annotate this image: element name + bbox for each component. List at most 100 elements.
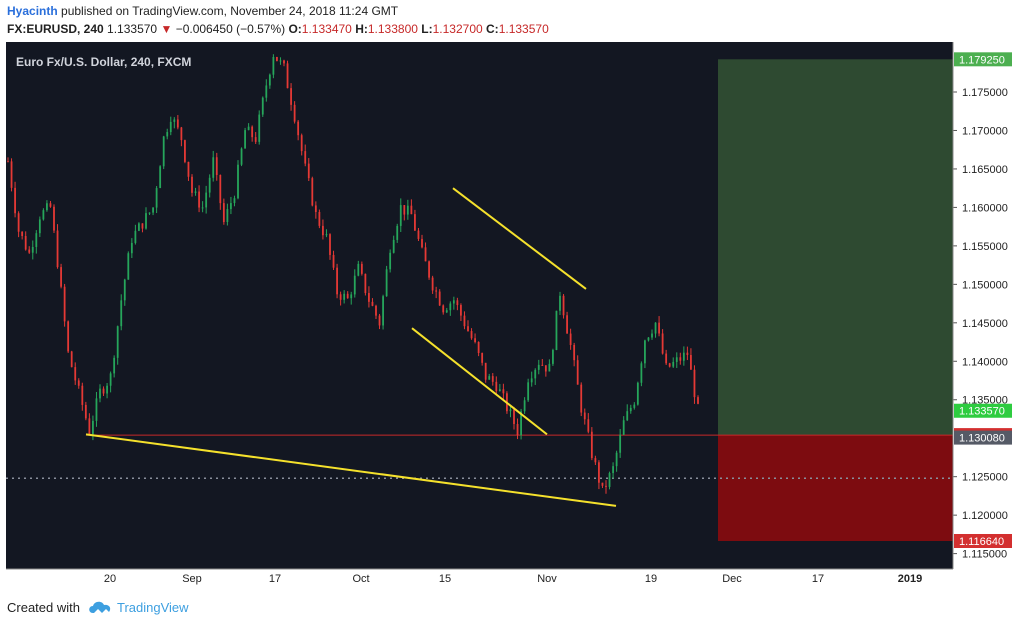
- candle-body: [682, 352, 685, 361]
- publish-line: Hyacinth published on TradingView.com, N…: [7, 4, 398, 18]
- candle-body: [350, 294, 353, 299]
- candle-body: [148, 212, 151, 214]
- time-axis-background: [6, 569, 1014, 596]
- candle-body: [123, 279, 126, 301]
- tradingview-cloud-icon: [89, 601, 111, 613]
- candle-body: [527, 382, 530, 401]
- candle-body: [392, 239, 395, 253]
- candle-body: [357, 263, 360, 276]
- candle-body: [145, 213, 147, 229]
- candle-body: [237, 164, 239, 199]
- candle-body: [318, 212, 321, 226]
- ohlc-line: FX:EURUSD, 240 1.133570 ▼ −0.006450 (−0.…: [7, 22, 549, 36]
- x-tick-label: 20: [104, 573, 116, 585]
- candles-group: [7, 54, 699, 494]
- candle-body: [555, 310, 558, 350]
- open-value: 1.133470: [301, 22, 352, 36]
- candle-body: [530, 378, 533, 383]
- candle-body: [371, 301, 374, 306]
- candle-body: [679, 357, 682, 361]
- candle-body: [187, 161, 190, 177]
- y-tick-label: 1.160000: [962, 202, 1008, 214]
- candle-body: [219, 174, 222, 204]
- created-with-text: Created with: [7, 600, 80, 615]
- candle-body: [329, 234, 331, 255]
- candle-body: [244, 130, 246, 149]
- candle-body: [261, 97, 264, 115]
- author-link[interactable]: Hyacinth: [7, 4, 58, 18]
- candle-body: [690, 355, 692, 370]
- candle-body: [120, 300, 123, 327]
- x-tick-label: 2019: [898, 573, 922, 585]
- candle-body: [290, 88, 292, 105]
- candle-body: [449, 303, 452, 311]
- candle-body: [233, 198, 236, 204]
- chart-header: Hyacinth published on TradingView.com, N…: [0, 0, 1020, 42]
- candle-body: [502, 389, 505, 394]
- candle-body: [644, 340, 646, 364]
- candle-body: [184, 140, 186, 162]
- candle-body: [201, 207, 204, 209]
- candle-body: [636, 382, 639, 405]
- candle-body: [7, 161, 9, 163]
- y-tick-label: 1.115000: [962, 549, 1007, 561]
- candle-body: [208, 177, 211, 193]
- candle-body: [240, 148, 243, 165]
- candle-body: [438, 291, 441, 306]
- candle-body: [332, 254, 335, 268]
- candle-body: [21, 231, 24, 237]
- y-tick-label: 1.135000: [962, 395, 1008, 407]
- stop-loss-zone: [718, 435, 953, 541]
- target-price-tag: 1.179250: [959, 54, 1005, 66]
- candle-body: [77, 380, 80, 386]
- price-chart[interactable]: Euro Fx/U.S. Dollar, 240, FXCM 1.175000 1…: [6, 42, 1014, 596]
- candle-body: [60, 267, 62, 287]
- candle-body: [375, 305, 377, 316]
- candle-body: [399, 205, 402, 226]
- candle-body: [81, 385, 84, 405]
- y-tick-label: 1.150000: [962, 279, 1008, 291]
- target-price-tag-bg: [954, 52, 1012, 67]
- close-label: C:: [486, 22, 499, 36]
- candle-body: [10, 161, 13, 188]
- candle-body: [668, 363, 671, 367]
- price-axis-background: [953, 42, 1014, 569]
- x-tick-label: Oct: [352, 573, 369, 585]
- candle-body: [162, 136, 165, 167]
- candle-body: [601, 482, 604, 486]
- current-price-tag-bg: [954, 403, 1012, 418]
- candle-body: [491, 376, 494, 382]
- candle-body: [272, 56, 275, 75]
- candle-body: [605, 485, 607, 487]
- candle-body: [360, 263, 363, 274]
- candle-body: [583, 412, 586, 420]
- profit-target-zone: [718, 59, 953, 436]
- candle-body: [286, 63, 289, 89]
- candle-body: [541, 364, 544, 366]
- candle-body: [548, 363, 551, 372]
- x-tick-label: Nov: [537, 573, 557, 585]
- candle-body: [84, 404, 87, 419]
- candle-body: [222, 203, 225, 223]
- candle-body: [463, 315, 466, 327]
- candle-body: [198, 191, 200, 208]
- candle-body: [474, 338, 476, 343]
- candle-body: [608, 473, 611, 487]
- tradingview-link[interactable]: TradingView: [117, 600, 189, 615]
- candle-body: [470, 331, 473, 339]
- candle-body: [99, 388, 101, 399]
- candle-body: [544, 365, 547, 372]
- candle-body: [251, 126, 254, 138]
- candle-body: [109, 373, 112, 386]
- candle-body: [152, 207, 154, 213]
- candle-body: [675, 357, 678, 362]
- candle-body: [615, 452, 618, 467]
- candle-body: [191, 176, 193, 193]
- candle-body: [467, 326, 469, 332]
- candle-body: [53, 206, 55, 231]
- candle-body: [495, 381, 498, 392]
- candle-body: [293, 104, 296, 122]
- pattern-line-2: [452, 187, 587, 290]
- candle-body: [513, 409, 515, 425]
- candle-body: [396, 225, 399, 240]
